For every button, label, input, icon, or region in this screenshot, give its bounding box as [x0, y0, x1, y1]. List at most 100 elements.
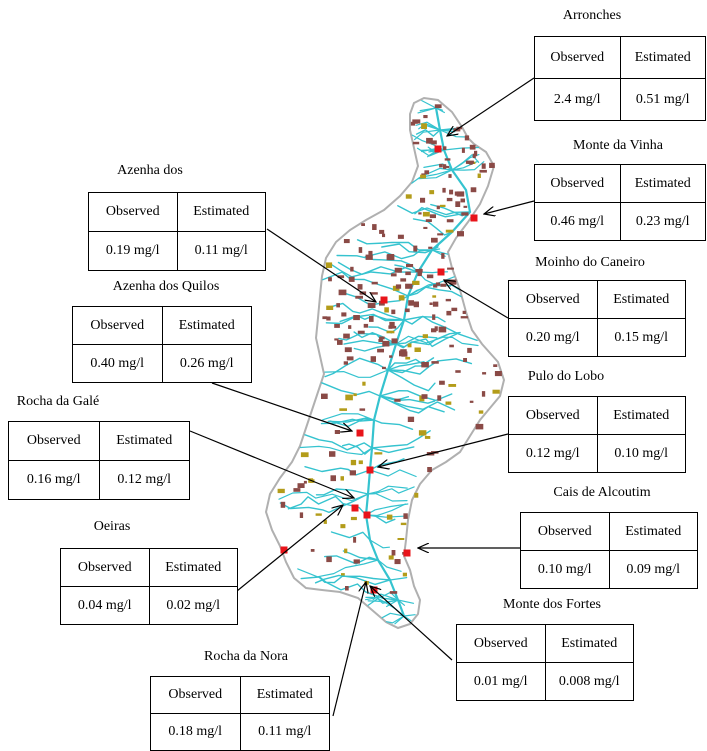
land-use-brown-patch — [395, 284, 402, 289]
land-use-brown-patch — [432, 314, 436, 320]
station-table: Observed Estimated 0.40 mg/l 0.26 mg/l — [72, 306, 252, 383]
tributary — [381, 612, 405, 619]
tributary — [365, 503, 409, 516]
land-use-brown-patch — [330, 475, 336, 482]
land-use-brown-patch — [438, 326, 447, 333]
land-use-brown-patch — [338, 289, 347, 296]
tributary — [325, 313, 405, 325]
land-use-brown-patch — [388, 325, 397, 329]
tributary — [329, 418, 375, 427]
land-use-brown-patch — [379, 229, 385, 234]
land-use-brown-patch — [421, 173, 426, 176]
land-use-olive-patch — [323, 519, 327, 524]
land-use-brown-patch — [321, 393, 328, 399]
observed-header: Observed — [88, 192, 178, 232]
land-use-olive-patch — [445, 229, 454, 233]
land-use-brown-patch — [460, 316, 468, 319]
land-use-brown-patch — [423, 226, 428, 229]
tributary — [431, 248, 441, 251]
tributary — [397, 599, 415, 604]
land-use-brown-patch — [413, 301, 419, 308]
tributary — [322, 413, 375, 421]
station-name: Arronches — [562, 8, 622, 23]
land-use-brown-patch — [469, 144, 476, 150]
land-use-brown-patch — [310, 549, 315, 552]
tributary — [403, 316, 446, 323]
station-name: Monte dos Fortes — [503, 597, 601, 612]
land-use-brown-patch — [461, 212, 469, 216]
land-use-brown-patch — [293, 488, 301, 492]
station-name: Rocha da Nora — [204, 649, 288, 664]
land-use-brown-patch — [472, 153, 476, 159]
land-use-brown-patch — [382, 340, 390, 347]
land-use-brown-patch — [389, 591, 398, 594]
land-use-brown-patch — [370, 356, 376, 362]
land-use-brown-patch — [397, 234, 404, 239]
station-name: Rocha da Galé — [16, 394, 100, 409]
observed-header: Observed — [150, 676, 241, 714]
land-use-brown-patch — [443, 146, 447, 150]
observed-value: 0.16 mg/l — [8, 460, 100, 500]
land-use-brown-patch — [348, 276, 355, 282]
land-use-brown-patch — [434, 104, 442, 109]
land-use-brown-patch — [461, 147, 465, 153]
tributary — [321, 382, 381, 397]
land-use-brown-patch — [407, 416, 415, 422]
land-use-brown-patch — [457, 231, 464, 237]
tributary — [300, 575, 391, 584]
land-use-brown-patch — [371, 281, 378, 285]
land-use-olive-patch — [421, 123, 427, 129]
land-use-brown-patch — [353, 536, 357, 543]
land-use-brown-patch — [456, 191, 465, 197]
tributary — [389, 577, 408, 581]
estimated-header: Estimated — [544, 624, 634, 663]
tributary — [394, 264, 419, 273]
tributary — [324, 555, 379, 565]
land-use-brown-patch — [439, 380, 445, 385]
land-use-brown-patch — [382, 233, 386, 238]
land-use-olive-patch — [420, 174, 426, 179]
station-marker-rocha-da-nora — [363, 511, 371, 519]
land-use-brown-patch — [429, 302, 433, 305]
land-use-olive-patch — [432, 295, 437, 298]
land-use-brown-patch — [415, 269, 423, 273]
land-use-brown-patch — [349, 470, 356, 476]
arrow-moinho-do-caneiro — [444, 280, 509, 319]
land-use-olive-patch — [440, 204, 446, 207]
tributary — [421, 100, 437, 109]
land-use-brown-patch — [455, 370, 461, 373]
observed-header: Observed — [72, 306, 163, 345]
land-use-brown-patch — [336, 303, 340, 308]
land-use-brown-patch — [489, 162, 495, 168]
land-use-brown-patch — [394, 398, 401, 402]
land-use-brown-patch — [394, 267, 402, 273]
land-use-olive-patch — [353, 393, 357, 397]
land-use-brown-patch — [280, 501, 286, 508]
land-use-olive-patch — [341, 573, 345, 576]
land-use-olive-patch — [397, 538, 405, 540]
land-use-brown-patch — [334, 324, 340, 328]
land-use-brown-patch — [343, 333, 350, 339]
land-use-brown-patch — [363, 323, 369, 328]
tributary — [431, 249, 449, 255]
land-use-brown-patch — [435, 282, 441, 286]
land-use-olive-patch — [277, 488, 285, 494]
estimated-value: 0.02 mg/l — [148, 586, 238, 625]
tributary — [373, 419, 414, 430]
land-use-olive-patch — [400, 522, 407, 526]
land-use-brown-patch — [455, 201, 461, 207]
tributary — [386, 615, 405, 624]
tributary — [403, 614, 416, 617]
land-use-brown-patch — [469, 400, 474, 403]
observed-header: Observed — [508, 396, 598, 435]
land-use-brown-patch — [334, 430, 340, 434]
land-use-olive-patch — [414, 492, 419, 498]
tributary — [387, 361, 425, 371]
land-use-brown-patch — [413, 119, 418, 124]
land-use-brown-patch — [386, 254, 395, 261]
tributary — [397, 205, 471, 216]
land-use-olive-patch — [350, 459, 357, 466]
station-table: Observed Estimated 0.19 mg/l 0.11 mg/l — [88, 192, 266, 271]
land-use-olive-patch — [345, 394, 353, 401]
